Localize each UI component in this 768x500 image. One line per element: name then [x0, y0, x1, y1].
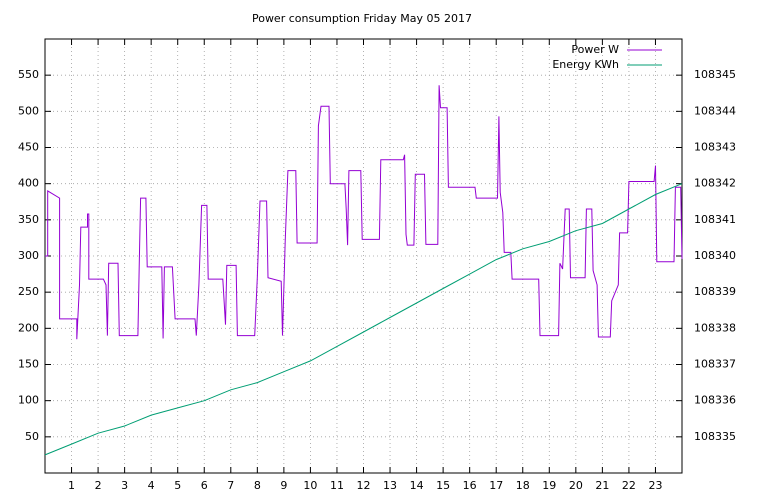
x-tick-label: 18: [516, 479, 530, 492]
x-tick-label: 20: [569, 479, 583, 492]
y-tick-label: 450: [18, 141, 39, 154]
x-tick-label: 4: [148, 479, 155, 492]
y2-tick-label: 108345: [694, 68, 736, 81]
y-tick-label: 300: [18, 249, 39, 262]
x-tick-label: 10: [303, 479, 317, 492]
x-tick-label: 8: [254, 479, 261, 492]
x-tick-label: 12: [357, 479, 371, 492]
x-tick-label: 19: [542, 479, 556, 492]
legend-label: Energy KWh: [552, 58, 619, 71]
x-tick-label: 23: [648, 479, 662, 492]
x-tick-label: 1: [68, 479, 75, 492]
x-tick-label: 9: [280, 479, 287, 492]
x-tick-label: 21: [595, 479, 609, 492]
y2-tick-label: 108340: [694, 249, 736, 262]
x-tick-label: 3: [121, 479, 128, 492]
y-tick-label: 350: [18, 213, 39, 226]
y2-tick-label: 108343: [694, 141, 736, 154]
y-tick-label: 150: [18, 358, 39, 371]
y-tick-label: 400: [18, 177, 39, 190]
y2-tick-label: 108341: [694, 213, 736, 226]
series-line: [44, 183, 683, 456]
x-tick-label: 14: [410, 479, 424, 492]
y-tick-label: 50: [25, 430, 39, 443]
x-tick-label: 6: [201, 479, 208, 492]
y2-tick-label: 108342: [694, 177, 736, 190]
x-tick-label: 16: [463, 479, 477, 492]
x-tick-label: 7: [227, 479, 234, 492]
y-tick-label: 250: [18, 285, 39, 298]
y2-tick-label: 108336: [694, 394, 736, 407]
chart-title: Power consumption Friday May 05 2017: [252, 12, 472, 25]
y2-tick-label: 108339: [694, 285, 736, 298]
y-tick-label: 550: [18, 68, 39, 81]
x-tick-label: 2: [95, 479, 102, 492]
y2-tick-label: 108335: [694, 430, 736, 443]
x-tick-label: 22: [622, 479, 636, 492]
x-tick-label: 17: [489, 479, 503, 492]
y2-tick-label: 108337: [694, 358, 736, 371]
y-tick-label: 100: [18, 394, 39, 407]
y-tick-label: 500: [18, 104, 39, 117]
x-tick-label: 13: [383, 479, 397, 492]
legend-label: Power W: [571, 43, 619, 56]
series-line: [45, 85, 683, 340]
x-tick-label: 11: [330, 479, 344, 492]
y-tick-label: 200: [18, 321, 39, 334]
y2-tick-label: 108344: [694, 104, 736, 117]
x-tick-label: 5: [174, 479, 181, 492]
y2-tick-label: 108338: [694, 321, 736, 334]
x-tick-label: 15: [436, 479, 450, 492]
